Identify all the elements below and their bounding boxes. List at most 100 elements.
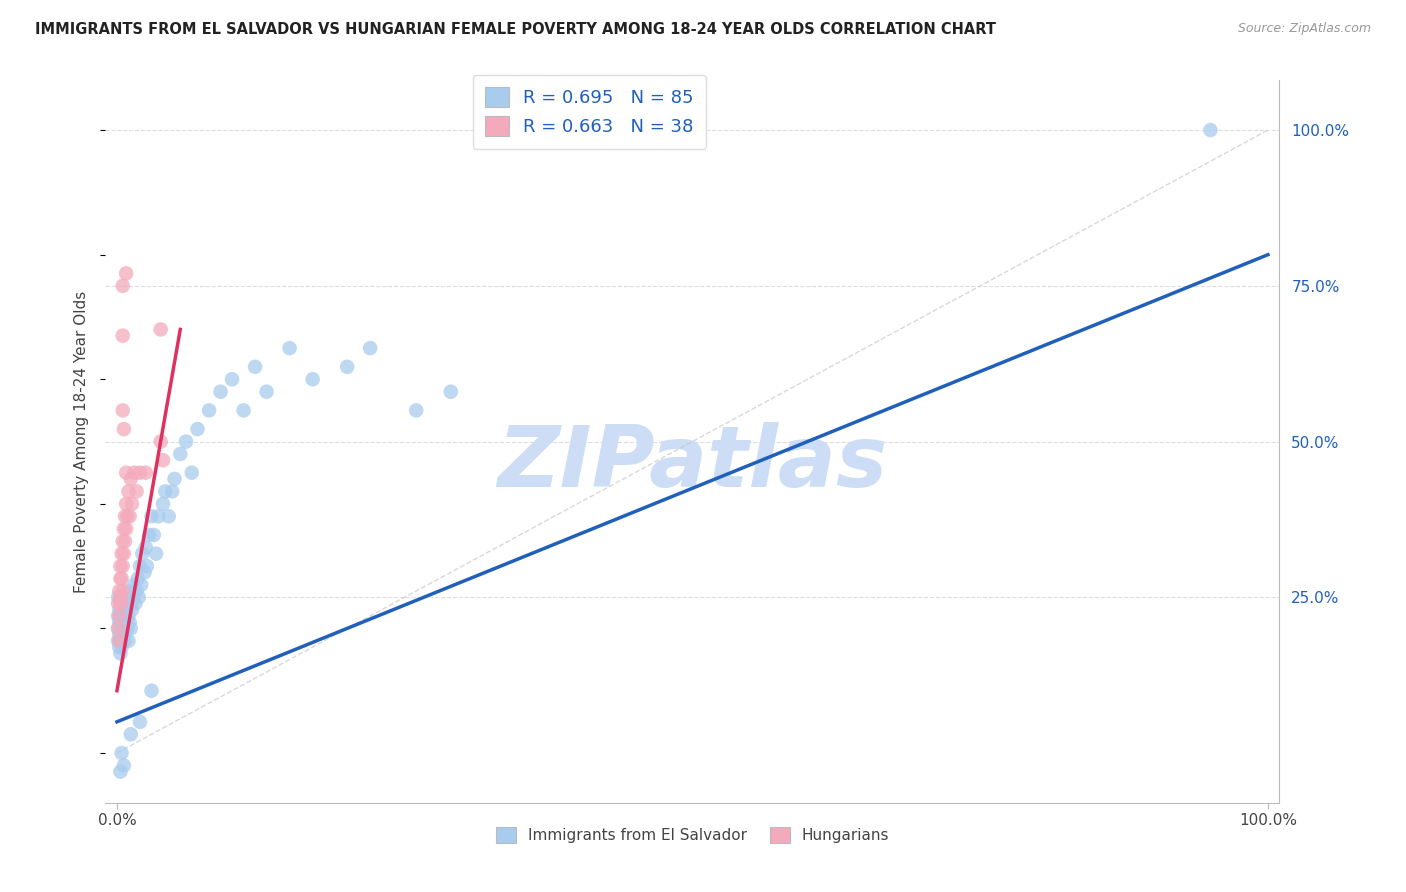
Point — [117, 621, 139, 635]
Point — [110, 640, 132, 654]
Point — [117, 509, 139, 524]
Point — [108, 609, 131, 624]
Point — [112, 615, 135, 630]
Point — [112, 422, 135, 436]
Point — [108, 633, 131, 648]
Point — [110, 603, 132, 617]
Point — [135, 541, 157, 555]
Point — [110, 633, 132, 648]
Point — [155, 484, 177, 499]
Point — [112, 758, 135, 772]
Point — [110, 764, 132, 779]
Point — [108, 584, 131, 599]
Point — [232, 403, 254, 417]
Point — [122, 591, 145, 605]
Point — [135, 466, 157, 480]
Point — [115, 266, 138, 280]
Point — [169, 447, 191, 461]
Point — [111, 559, 134, 574]
Point — [221, 372, 243, 386]
Point — [256, 384, 278, 399]
Point — [114, 633, 136, 648]
Point — [142, 528, 165, 542]
Point — [440, 384, 463, 399]
Point — [114, 509, 136, 524]
Point — [157, 509, 180, 524]
Point — [117, 484, 139, 499]
Point — [121, 497, 143, 511]
Point — [301, 372, 323, 386]
Point — [120, 597, 142, 611]
Point — [180, 466, 202, 480]
Point — [115, 522, 138, 536]
Point — [152, 497, 174, 511]
Point — [125, 484, 148, 499]
Point — [405, 403, 427, 417]
Point — [108, 603, 131, 617]
Point — [115, 466, 138, 480]
Point — [134, 566, 156, 580]
Point — [110, 627, 132, 641]
Point — [115, 615, 138, 630]
Point — [141, 683, 163, 698]
Point — [152, 453, 174, 467]
Point — [107, 597, 129, 611]
Point — [111, 403, 134, 417]
Point — [117, 597, 139, 611]
Point — [111, 328, 134, 343]
Point — [149, 322, 172, 336]
Point — [209, 384, 232, 399]
Point — [110, 597, 132, 611]
Point — [118, 615, 141, 630]
Point — [198, 403, 221, 417]
Point — [124, 597, 146, 611]
Point — [110, 615, 132, 630]
Point — [110, 547, 132, 561]
Point — [110, 572, 132, 586]
Point — [336, 359, 359, 374]
Point — [110, 609, 132, 624]
Point — [112, 627, 135, 641]
Point — [110, 591, 132, 605]
Point — [129, 466, 152, 480]
Point — [111, 621, 134, 635]
Point — [160, 484, 183, 499]
Point — [107, 591, 129, 605]
Point — [110, 559, 132, 574]
Point — [114, 534, 136, 549]
Point — [131, 547, 153, 561]
Point — [115, 497, 138, 511]
Point — [111, 633, 134, 648]
Point — [120, 727, 142, 741]
Point — [110, 746, 132, 760]
Point — [117, 584, 139, 599]
Point — [111, 534, 134, 549]
Point — [115, 603, 138, 617]
Point — [145, 547, 167, 561]
Point — [110, 621, 132, 635]
Point — [117, 633, 139, 648]
Point — [129, 559, 152, 574]
Text: ZIPatlas: ZIPatlas — [498, 422, 887, 505]
Point — [114, 609, 136, 624]
Point — [118, 509, 141, 524]
Point — [122, 466, 145, 480]
Legend: Immigrants from El Salvador, Hungarians: Immigrants from El Salvador, Hungarians — [489, 821, 896, 849]
Point — [127, 572, 149, 586]
Point — [138, 528, 160, 542]
Point — [186, 422, 208, 436]
Point — [121, 603, 143, 617]
Point — [278, 341, 301, 355]
Point — [110, 591, 132, 605]
Point — [111, 609, 134, 624]
Point — [112, 603, 135, 617]
Point — [110, 572, 132, 586]
Point — [107, 609, 129, 624]
Point — [114, 621, 136, 635]
Point — [120, 472, 142, 486]
Point — [149, 434, 172, 449]
Point — [111, 278, 134, 293]
Point — [112, 522, 135, 536]
Point — [110, 597, 132, 611]
Point — [107, 633, 129, 648]
